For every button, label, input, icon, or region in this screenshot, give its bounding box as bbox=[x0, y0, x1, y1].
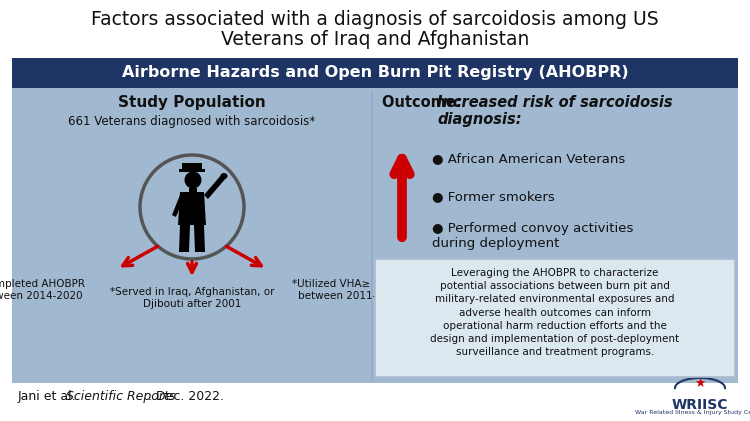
Polygon shape bbox=[182, 163, 202, 169]
Text: ★: ★ bbox=[694, 376, 706, 389]
Polygon shape bbox=[178, 192, 206, 225]
Text: . Dec. 2022.: . Dec. 2022. bbox=[148, 390, 224, 403]
FancyBboxPatch shape bbox=[12, 88, 738, 383]
Text: Veterans of Iraq and Afghanistan: Veterans of Iraq and Afghanistan bbox=[220, 30, 530, 49]
Text: WRIISC: WRIISC bbox=[672, 398, 728, 412]
Text: Study Population: Study Population bbox=[118, 95, 266, 110]
Ellipse shape bbox=[184, 171, 202, 189]
Text: Scientific Reports: Scientific Reports bbox=[66, 390, 176, 403]
FancyBboxPatch shape bbox=[12, 58, 738, 88]
Polygon shape bbox=[179, 225, 190, 252]
Text: War Related Illness & Injury Study Center: War Related Illness & Injury Study Cente… bbox=[635, 410, 750, 415]
Polygon shape bbox=[194, 225, 205, 252]
Text: Leveraging the AHOBPR to characterize
potential associations between burn pit an: Leveraging the AHOBPR to characterize po… bbox=[430, 268, 680, 357]
Ellipse shape bbox=[140, 155, 244, 259]
Text: ● Performed convoy activities
during deployment: ● Performed convoy activities during dep… bbox=[432, 222, 633, 250]
Polygon shape bbox=[204, 174, 226, 199]
Text: ● Former smokers: ● Former smokers bbox=[432, 190, 555, 203]
Text: Jani et al.: Jani et al. bbox=[18, 390, 81, 403]
Text: ● African American Veterans: ● African American Veterans bbox=[432, 152, 626, 165]
Polygon shape bbox=[189, 188, 197, 192]
Text: *Served in Iraq, Afghanistan, or
Djibouti after 2001: *Served in Iraq, Afghanistan, or Djibout… bbox=[110, 287, 274, 309]
Text: *Completed AHOBPR
between 2014-2020: *Completed AHOBPR between 2014-2020 bbox=[0, 279, 85, 301]
Polygon shape bbox=[179, 169, 205, 172]
Text: *Utilized VHA≥ 1 time
between 2011-2020: *Utilized VHA≥ 1 time between 2011-2020 bbox=[292, 279, 407, 301]
Ellipse shape bbox=[220, 173, 227, 179]
Text: Increased risk of sarcoidosis
diagnosis:: Increased risk of sarcoidosis diagnosis: bbox=[437, 95, 673, 128]
Text: Airborne Hazards and Open Burn Pit Registry (AHOBPR): Airborne Hazards and Open Burn Pit Regis… bbox=[122, 66, 628, 80]
Text: 661 Veterans diagnosed with sarcoidosis*: 661 Veterans diagnosed with sarcoidosis* bbox=[68, 115, 316, 128]
FancyBboxPatch shape bbox=[375, 259, 735, 377]
Text: Outcome:: Outcome: bbox=[382, 95, 466, 110]
Text: Factors associated with a diagnosis of sarcoidosis among US: Factors associated with a diagnosis of s… bbox=[92, 10, 658, 29]
Polygon shape bbox=[172, 195, 184, 217]
